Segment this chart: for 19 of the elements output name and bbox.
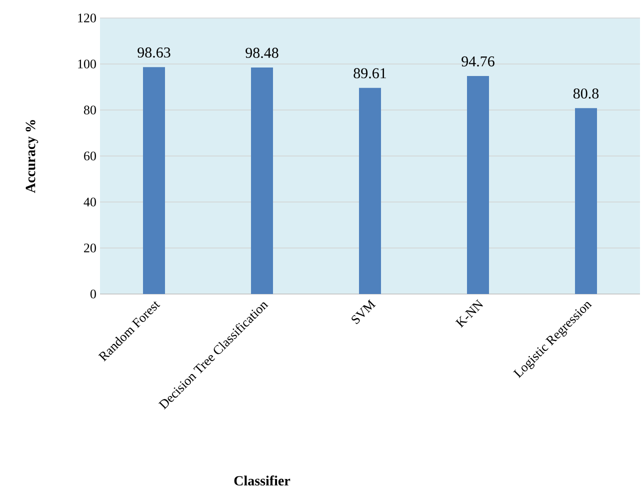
bar (575, 108, 597, 294)
bar (359, 88, 381, 294)
y-axis-title: Accuracy % (26, 120, 38, 193)
bar (143, 67, 165, 294)
y-tick-label: 0 (90, 290, 96, 298)
data-label: 94.76 (462, 56, 494, 67)
y-tick-label: 20 (84, 244, 96, 252)
y-tick-label: 60 (84, 152, 96, 160)
data-label: 89.61 (354, 68, 386, 78)
data-label: 80.8 (573, 88, 599, 99)
y-tick-label: 40 (84, 198, 96, 206)
data-label: 98.63 (138, 47, 170, 58)
y-tick-label: 120 (78, 14, 96, 22)
x-axis-title: Classifier (234, 476, 290, 486)
bar (251, 68, 273, 294)
y-tick-label: 100 (78, 60, 96, 68)
y-tick-label: 80 (84, 106, 96, 114)
bar (467, 76, 489, 294)
data-label: 98.48 (246, 48, 278, 58)
